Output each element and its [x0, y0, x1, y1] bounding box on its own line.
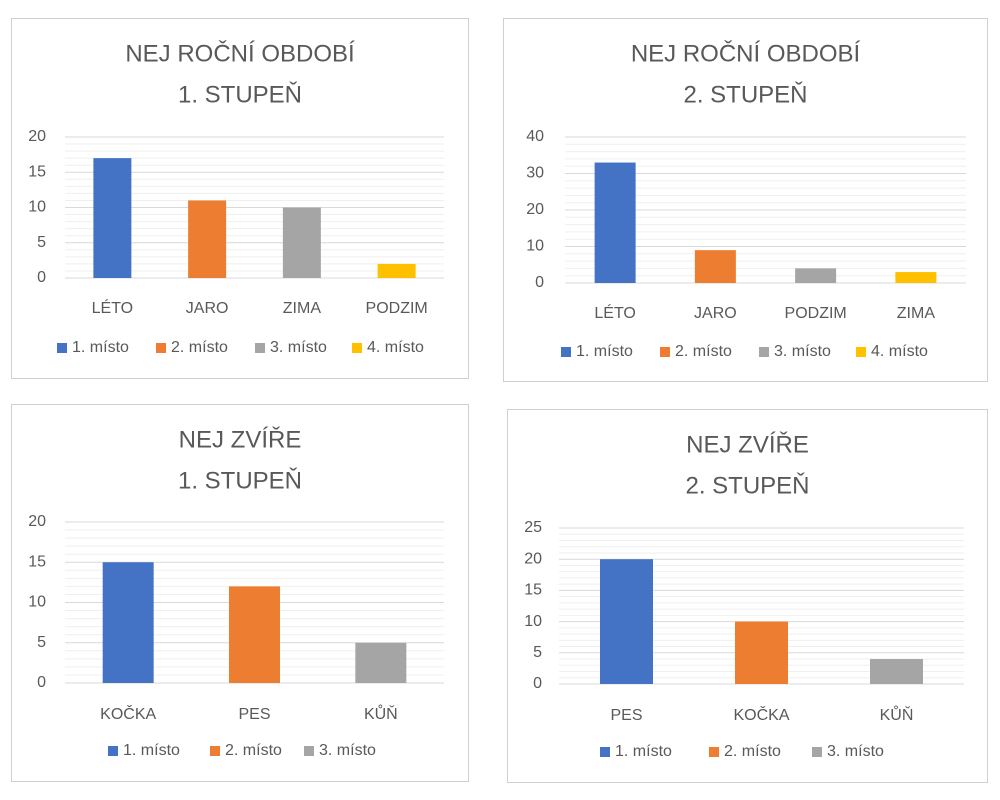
legend-label: 3. místo	[827, 743, 884, 760]
bar-jaro	[694, 250, 736, 283]
legend-label: 2. místo	[675, 343, 732, 360]
y-tick-label: 10	[524, 613, 542, 630]
legend-label: 2. místo	[225, 742, 282, 759]
legend-label: 2. místo	[171, 339, 228, 356]
x-category-label: ZIMA	[897, 305, 936, 322]
y-tick-label: 0	[533, 675, 542, 692]
y-tick-label: 10	[526, 238, 544, 255]
bar-podzim	[377, 263, 416, 278]
bar-kočka	[102, 562, 154, 683]
bar-zima	[895, 272, 937, 283]
legend-swatch	[759, 347, 769, 357]
bar-jaro	[188, 200, 227, 278]
legend-swatch	[352, 343, 362, 353]
legend-label: 1. místo	[615, 743, 672, 760]
legend-label: 1. místo	[123, 742, 180, 759]
x-category-label: KOČKA	[100, 704, 156, 723]
x-category-label: LÉTO	[92, 298, 134, 317]
y-tick-label: 25	[524, 519, 542, 536]
chart-panel-seasons-1: NEJ ROČNÍ OBDOBÍ 1. STUPEŇ 0 5 10 15 20 LÉTO JAR…	[11, 18, 469, 379]
chart-title-line: 2. STUPEŇ	[683, 81, 807, 108]
legend-label: 1. místo	[72, 339, 129, 356]
y-tick-label: 15	[28, 163, 46, 180]
x-category-label: KOČKA	[733, 705, 789, 724]
chart-title-line: 1. STUPEŇ	[178, 81, 302, 108]
bar-kůň	[355, 642, 407, 683]
x-category-label: JARO	[694, 305, 737, 322]
y-tick-label: 40	[526, 128, 544, 145]
legend-swatch	[660, 347, 670, 357]
x-category-label: LÉTO	[594, 303, 636, 322]
y-tick-label: 10	[28, 594, 46, 611]
bar-zima	[282, 207, 321, 278]
legend-label: 3. místo	[774, 343, 831, 360]
x-category-label: PES	[610, 707, 642, 724]
y-tick-label: 5	[37, 234, 46, 251]
legend-label: 2. místo	[724, 743, 781, 760]
bar-pes	[600, 559, 653, 684]
legend-swatch	[156, 343, 166, 353]
chart-title-line: NEJ ZVÍŘE	[686, 431, 809, 458]
y-tick-label: 0	[535, 274, 544, 291]
legend-swatch	[856, 347, 866, 357]
y-tick-label: 30	[526, 165, 544, 182]
y-tick-label: 20	[526, 201, 544, 218]
legend-label: 4. místo	[367, 339, 424, 356]
legend-swatch	[561, 347, 571, 357]
x-category-label: PODZIM	[366, 300, 428, 317]
legend-swatch	[57, 343, 67, 353]
legend-swatch	[812, 747, 822, 757]
chart-title-line: 2. STUPEŇ	[685, 472, 809, 499]
legend-label: 1. místo	[576, 343, 633, 360]
chart-animals-2: NEJ ZVÍŘE 2. STUPEŇ 0 5 10 15 20 25 PES KOČKA KŮŇ 1…	[524, 431, 964, 760]
chart-seasons-1: NEJ ROČNÍ OBDOBÍ 1. STUPEŇ 0 5 10 15 20 LÉTO JAR…	[28, 39, 444, 356]
bar-kočka	[735, 621, 788, 684]
legend-swatch	[304, 746, 314, 756]
chart-title-line: 1. STUPEŇ	[178, 467, 302, 494]
bar-kůň	[870, 659, 923, 684]
y-tick-label: 0	[37, 269, 46, 286]
y-tick-label: 20	[28, 513, 46, 530]
chart-panel-animals-1: NEJ ZVÍŘE 1. STUPEŇ 0 5 10 15 20 KOČKA PES KŮŇ 1. …	[11, 404, 469, 782]
y-tick-label: 15	[28, 553, 46, 570]
legend-swatch	[600, 747, 610, 757]
chart-panel-seasons-2: NEJ ROČNÍ OBDOBÍ 2. STUPEŇ 0 10 20 30 40 LÉTO JA…	[503, 18, 988, 382]
legend-swatch	[210, 746, 220, 756]
legend-label: 3. místo	[319, 742, 376, 759]
y-tick-label: 20	[28, 128, 46, 145]
legend-label: 3. místo	[270, 339, 327, 356]
bar-podzim	[795, 268, 837, 283]
x-category-label: PODZIM	[785, 305, 847, 322]
chart-panel-animals-2: NEJ ZVÍŘE 2. STUPEŇ 0 5 10 15 20 25 PES KOČKA KŮŇ 1…	[507, 409, 988, 783]
x-category-label: KŮŇ	[880, 705, 914, 724]
y-tick-label: 5	[37, 634, 46, 651]
legend-swatch	[108, 746, 118, 756]
y-tick-label: 20	[524, 550, 542, 567]
x-category-label: ZIMA	[283, 300, 322, 317]
y-tick-label: 0	[37, 674, 46, 691]
chart-title-line: NEJ ROČNÍ OBDOBÍ	[125, 39, 355, 67]
y-tick-label: 5	[533, 644, 542, 661]
bar-léto	[93, 158, 132, 278]
legend-label: 4. místo	[871, 343, 928, 360]
chart-seasons-2: NEJ ROČNÍ OBDOBÍ 2. STUPEŇ 0 10 20 30 40 LÉTO JA…	[526, 39, 966, 360]
legend-swatch	[255, 343, 265, 353]
chart-animals-1: NEJ ZVÍŘE 1. STUPEŇ 0 5 10 15 20 KOČKA PES KŮŇ 1. …	[28, 426, 444, 759]
chart-title-line: NEJ ZVÍŘE	[179, 426, 302, 453]
bar-pes	[229, 586, 280, 683]
x-category-label: JARO	[186, 300, 229, 317]
bar-léto	[594, 162, 636, 283]
y-tick-label: 15	[524, 582, 542, 599]
chart-title-line: NEJ ROČNÍ OBDOBÍ	[631, 39, 861, 67]
x-category-label: KŮŇ	[364, 704, 398, 723]
x-category-label: PES	[238, 706, 270, 723]
y-tick-label: 10	[28, 199, 46, 216]
legend-swatch	[709, 747, 719, 757]
